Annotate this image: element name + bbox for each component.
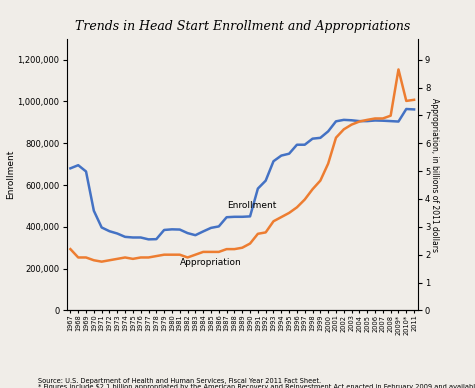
Text: Enrollment: Enrollment — [227, 201, 276, 210]
Text: * Figures include $2.1 billion appropriated by the American Recovery and Reinves: * Figures include $2.1 billion appropria… — [38, 384, 475, 388]
Title: Trends in Head Start Enrollment and Appropriations: Trends in Head Start Enrollment and Appr… — [75, 21, 410, 33]
Y-axis label: Appropriation, in billions of 2011 dollars: Appropriation, in billions of 2011 dolla… — [430, 98, 438, 251]
Text: Source: U.S. Department of Health and Human Services, Fiscal Year 2011 Fact Shee: Source: U.S. Department of Health and Hu… — [38, 378, 321, 384]
Text: Appropriation: Appropriation — [180, 258, 241, 267]
Y-axis label: Enrollment: Enrollment — [6, 150, 15, 199]
